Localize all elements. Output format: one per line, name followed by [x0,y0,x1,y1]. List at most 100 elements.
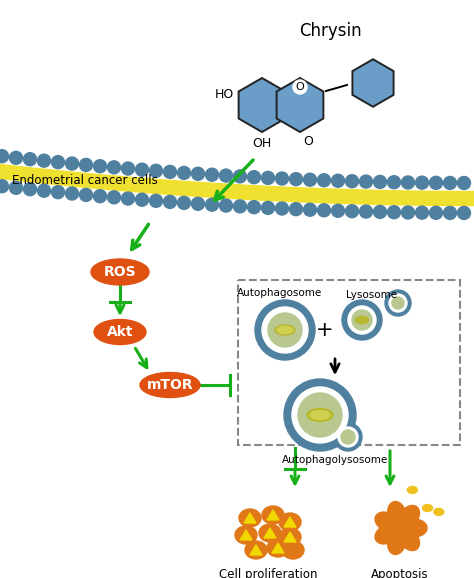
Circle shape [164,195,176,209]
Circle shape [444,206,456,220]
Circle shape [298,393,342,437]
Polygon shape [277,78,323,132]
Circle shape [444,176,456,190]
Circle shape [52,155,64,169]
Polygon shape [240,530,252,540]
Ellipse shape [310,410,330,420]
Circle shape [457,206,471,220]
Circle shape [284,379,356,451]
Circle shape [352,310,372,330]
Ellipse shape [94,320,146,344]
Circle shape [262,307,308,353]
Polygon shape [284,532,296,542]
Circle shape [331,175,345,187]
Circle shape [108,161,120,174]
Polygon shape [244,513,256,523]
Text: Apoptosis: Apoptosis [371,568,429,578]
Circle shape [292,387,348,443]
Ellipse shape [275,325,295,335]
Circle shape [348,306,376,334]
Ellipse shape [279,513,301,531]
Circle shape [416,176,428,189]
Circle shape [331,204,345,217]
Circle shape [93,160,107,173]
Circle shape [389,294,407,312]
Circle shape [275,202,289,215]
Text: Autophagolysosome: Autophagolysosome [282,455,388,465]
Circle shape [9,151,22,164]
Circle shape [37,184,51,197]
Ellipse shape [422,505,432,512]
Circle shape [108,191,120,204]
Circle shape [191,167,204,180]
Text: Autophagosome: Autophagosome [237,288,323,298]
Circle shape [374,205,386,218]
Circle shape [262,201,274,214]
Circle shape [177,166,191,179]
Circle shape [149,194,163,208]
Ellipse shape [375,512,400,532]
Circle shape [342,300,382,340]
Circle shape [52,186,64,199]
Ellipse shape [388,529,406,554]
Text: ROS: ROS [104,265,137,279]
Text: O: O [296,82,304,92]
Polygon shape [250,545,262,555]
Circle shape [206,198,219,211]
Circle shape [341,430,355,444]
Circle shape [293,80,307,94]
Ellipse shape [91,259,149,285]
Polygon shape [264,528,276,538]
Circle shape [416,206,428,219]
Polygon shape [284,517,296,527]
Circle shape [346,205,358,218]
Circle shape [177,197,191,209]
Circle shape [93,190,107,203]
Circle shape [80,188,92,201]
Ellipse shape [235,526,257,544]
Text: Lysosome: Lysosome [346,290,398,300]
Bar [238,280,460,445]
Text: Endometrial cancer cells: Endometrial cancer cells [12,173,158,187]
Circle shape [346,175,358,188]
Circle shape [385,513,415,543]
Circle shape [359,175,373,188]
Circle shape [374,175,386,188]
Circle shape [247,171,261,184]
Circle shape [80,158,92,172]
Text: Chrysin: Chrysin [299,22,361,40]
Circle shape [303,173,317,186]
Circle shape [392,297,404,309]
Circle shape [401,176,414,189]
Circle shape [255,300,315,360]
Circle shape [247,201,261,214]
Polygon shape [272,543,284,553]
Ellipse shape [307,409,333,421]
Circle shape [206,168,219,181]
Ellipse shape [259,524,281,542]
Ellipse shape [140,372,200,398]
Ellipse shape [277,327,293,334]
Text: Akt: Akt [107,325,133,339]
Ellipse shape [267,539,289,557]
Ellipse shape [356,317,368,324]
Circle shape [359,205,373,218]
Circle shape [121,192,135,205]
Text: O: O [303,135,313,148]
Text: Cell proliferation: Cell proliferation [219,568,317,578]
Circle shape [136,193,148,206]
Circle shape [401,206,414,219]
Circle shape [388,206,401,218]
Circle shape [303,203,317,216]
Circle shape [262,172,274,184]
Circle shape [338,427,358,447]
Circle shape [149,164,163,177]
Circle shape [290,173,302,186]
Ellipse shape [262,506,284,524]
Ellipse shape [398,527,419,551]
Polygon shape [353,59,393,107]
Circle shape [268,313,302,347]
Circle shape [24,183,36,196]
Text: OH: OH [252,137,272,150]
Circle shape [65,157,79,170]
